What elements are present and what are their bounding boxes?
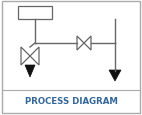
- FancyBboxPatch shape: [2, 2, 140, 113]
- Polygon shape: [109, 70, 121, 81]
- Polygon shape: [25, 65, 35, 77]
- Text: PROCESS DIAGRAM: PROCESS DIAGRAM: [25, 97, 117, 106]
- FancyBboxPatch shape: [18, 7, 52, 20]
